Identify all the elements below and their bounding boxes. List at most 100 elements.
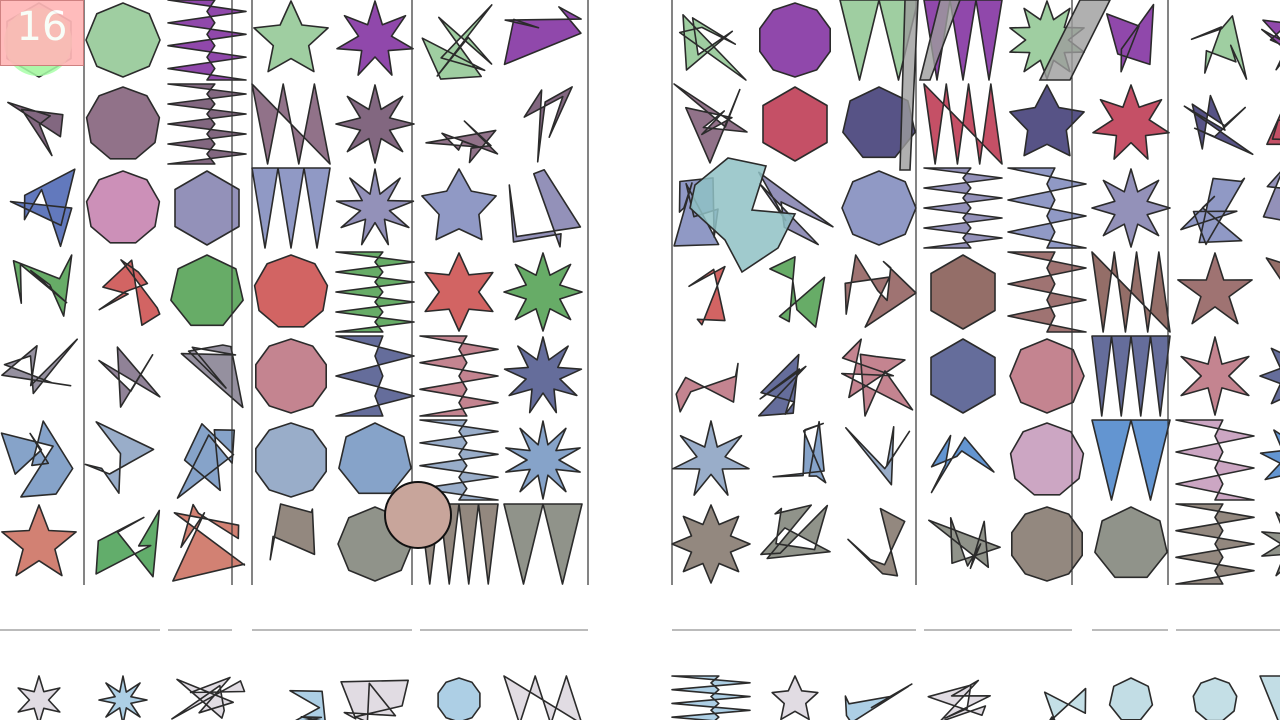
tile-r8-c9[interactable]: [772, 676, 818, 719]
tile-r7-c8[interactable]: [672, 505, 750, 583]
tile-r4-c1[interactable]: [14, 255, 72, 316]
tile-r2-c15[interactable]: [1267, 93, 1280, 145]
tile-r5-c7[interactable]: [505, 337, 582, 413]
tile-r1-c9[interactable]: [760, 3, 830, 77]
tile-r6-c2[interactable]: [85, 422, 153, 493]
tile-r4-c10[interactable]: [845, 255, 916, 327]
tile-r3-c3[interactable]: [175, 171, 239, 245]
tile-r5-c15[interactable]: [1260, 337, 1280, 415]
tile-r5-c11[interactable]: [931, 339, 995, 413]
tile-r8-c2[interactable]: [99, 676, 147, 720]
tile-r6-c5[interactable]: [339, 423, 411, 493]
tile-r8-c4[interactable]: [290, 691, 325, 720]
tile-r1-c7[interactable]: [505, 7, 582, 65]
tile-r5-c5[interactable]: [336, 336, 414, 416]
tile-r2-c7[interactable]: [524, 87, 572, 162]
tile-r4-c2[interactable]: [99, 260, 159, 325]
tile-r2-c1[interactable]: [8, 102, 63, 155]
tile-r1-c6[interactable]: [422, 5, 492, 79]
tile-r5-c12[interactable]: [1010, 339, 1084, 413]
tile-r7-c1[interactable]: [2, 505, 76, 576]
tile-r3-c6[interactable]: [422, 169, 496, 240]
tile-r1-c8[interactable]: [680, 15, 746, 80]
tile-r5-c13[interactable]: [1092, 336, 1170, 416]
tile-r8-c10[interactable]: [845, 684, 911, 720]
tile-r8-c1[interactable]: [18, 676, 60, 720]
tile-r5-c9[interactable]: [759, 355, 806, 416]
tile-r8-c15[interactable]: [1260, 676, 1280, 720]
tile-r8-c12[interactable]: [1045, 689, 1086, 720]
tile-r6-c7[interactable]: [506, 421, 580, 499]
tile-r6-c11[interactable]: [932, 436, 994, 493]
tile-r3-c11[interactable]: [924, 168, 1002, 248]
tile-r4-c9[interactable]: [770, 257, 825, 327]
tile-r5-c2[interactable]: [99, 347, 160, 407]
tile-r6-c15[interactable]: [1261, 421, 1280, 497]
tile-r5-c4[interactable]: [256, 339, 326, 413]
tile-r1-c4[interactable]: [254, 1, 328, 72]
tile-r5-c10[interactable]: [842, 339, 913, 416]
tile-r4-c12[interactable]: [1008, 252, 1086, 332]
tile-r8-c6[interactable]: [438, 678, 480, 720]
floating-piece-teal[interactable]: [690, 158, 795, 272]
tile-r3-c14[interactable]: [1181, 178, 1245, 244]
tile-r2-c12[interactable]: [1010, 85, 1084, 156]
tile-r4-c11[interactable]: [931, 255, 995, 329]
tile-r8-c14[interactable]: [1193, 678, 1236, 720]
floating-piece-tan-circle[interactable]: [385, 482, 451, 548]
tile-r1-c2[interactable]: [86, 3, 160, 77]
tile-r8-c5[interactable]: [341, 680, 408, 720]
tile-r3-c4[interactable]: [252, 168, 330, 248]
tile-r7-c15[interactable]: [1262, 505, 1280, 583]
tile-r5-c3[interactable]: [181, 345, 242, 407]
tile-r4-c13[interactable]: [1092, 252, 1170, 332]
tile-r1-c3[interactable]: [168, 0, 246, 80]
tile-r4-c6[interactable]: [425, 253, 493, 331]
tile-r3-c7[interactable]: [509, 170, 580, 247]
tile-r3-c5[interactable]: [337, 169, 414, 245]
tile-r1-c14[interactable]: [1192, 16, 1247, 79]
tile-r4-c14[interactable]: [1178, 253, 1252, 324]
tile-r8-c13[interactable]: [1110, 678, 1153, 720]
tile-r3-c13[interactable]: [1092, 169, 1170, 247]
tile-r6-c13[interactable]: [1092, 420, 1170, 500]
tile-r7-c14[interactable]: [1176, 504, 1254, 584]
tile-r4-c7[interactable]: [504, 253, 582, 331]
tile-r8-c11[interactable]: [928, 681, 990, 720]
tile-r8-c7[interactable]: [504, 676, 582, 720]
tile-r2-c6[interactable]: [426, 121, 497, 162]
tile-r6-c1[interactable]: [2, 421, 73, 497]
tile-r6-c10[interactable]: [846, 427, 910, 485]
tile-r5-c8[interactable]: [676, 364, 738, 412]
tile-r6-c3[interactable]: [178, 424, 235, 498]
tile-r4-c8[interactable]: [689, 267, 725, 325]
tile-r2-c8[interactable]: [674, 84, 747, 163]
tile-r3-c12[interactable]: [1008, 168, 1086, 248]
tile-r7-c9[interactable]: [761, 505, 830, 558]
tile-r2-c3[interactable]: [168, 84, 246, 164]
tile-r7-c4[interactable]: [270, 504, 314, 560]
tile-r7-c2[interactable]: [96, 511, 159, 577]
tile-r2-c4[interactable]: [252, 84, 330, 164]
tile-r2-c11[interactable]: [924, 84, 1002, 164]
tile-r2-c2[interactable]: [87, 87, 160, 159]
tile-r7-c3[interactable]: [173, 505, 245, 581]
tile-r5-c1[interactable]: [2, 339, 77, 393]
tile-r6-c4[interactable]: [256, 423, 326, 497]
tile-r6-c9[interactable]: [773, 422, 826, 483]
tile-r8-c8[interactable]: [672, 676, 750, 720]
tile-r4-c15[interactable]: [1266, 254, 1280, 326]
tile-r3-c1[interactable]: [11, 169, 75, 246]
tile-r2-c14[interactable]: [1184, 96, 1252, 155]
tile-r2-c9[interactable]: [763, 87, 827, 161]
tile-r7-c10[interactable]: [848, 509, 905, 576]
tile-r1-c15[interactable]: [1262, 7, 1280, 69]
tile-r2-c5[interactable]: [336, 85, 414, 163]
tile-r7-c13[interactable]: [1095, 507, 1167, 577]
tile-r1-c5[interactable]: [337, 1, 413, 75]
tile-r5-c6[interactable]: [420, 336, 498, 416]
tile-r6-c8[interactable]: [673, 421, 749, 495]
tile-r7-c11[interactable]: [929, 518, 1000, 569]
tile-r1-c13[interactable]: [1107, 5, 1154, 72]
